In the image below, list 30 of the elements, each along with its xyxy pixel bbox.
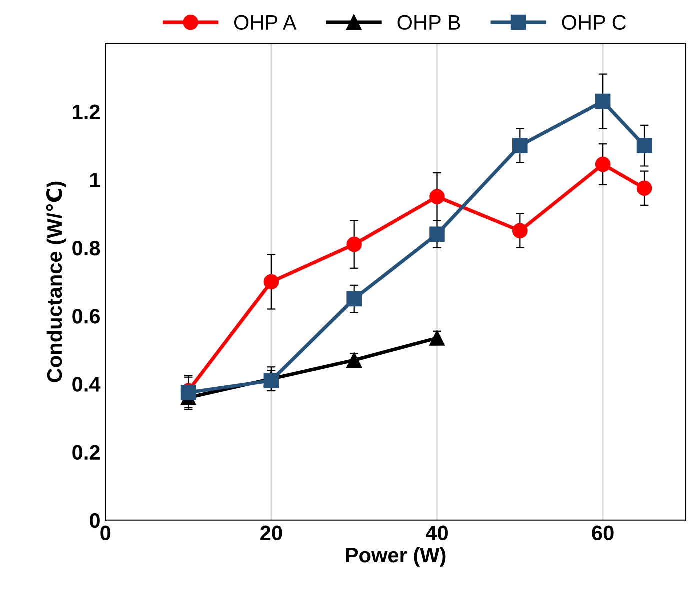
point <box>346 236 362 252</box>
point <box>264 373 280 388</box>
legend-label: OHP C <box>562 15 626 30</box>
y-tick-label: 0.2 <box>72 445 100 460</box>
y-axis-title: Conductance (W/℃) <box>46 182 66 382</box>
point <box>512 223 528 239</box>
legend-label: OHP A <box>234 15 297 30</box>
point <box>636 138 652 154</box>
y-tick-label: 0.4 <box>72 377 101 392</box>
point <box>595 94 611 110</box>
point <box>430 226 445 242</box>
y-tick-label: 0.6 <box>72 309 100 324</box>
y-tick-label: 1.2 <box>73 104 100 120</box>
y-tick-label: 0 <box>90 513 100 528</box>
point <box>346 352 362 368</box>
point <box>264 274 280 290</box>
point <box>636 180 652 196</box>
point <box>512 138 528 154</box>
x-tick-label: 0 <box>100 526 111 541</box>
point <box>430 330 445 346</box>
x-tick-label: 40 <box>426 526 448 541</box>
y-tick-label: 1 <box>90 173 100 188</box>
point <box>430 189 445 205</box>
y-tick-label: 0.8 <box>72 240 100 256</box>
point <box>346 291 362 307</box>
point <box>595 156 611 172</box>
legend-label: OHP B <box>398 15 460 30</box>
x-tick-label: 60 <box>592 526 614 541</box>
x-tick-label: 20 <box>260 526 282 541</box>
x-axis-title: Power (W) <box>346 547 446 567</box>
